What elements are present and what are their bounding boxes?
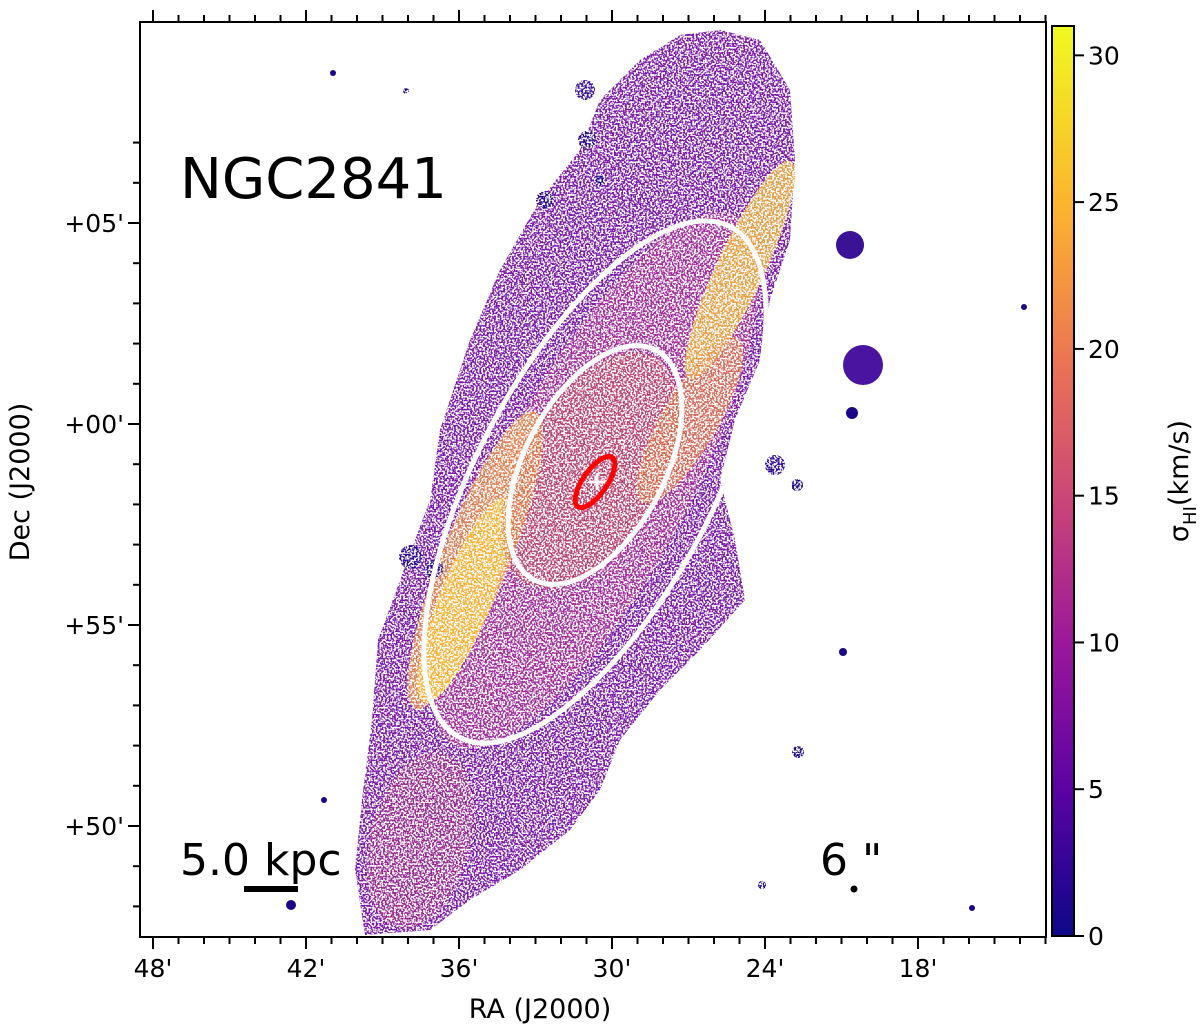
colorbar-label-unit: (km/s) [1164,420,1195,506]
x-tick-label: 48' [134,954,173,983]
colorbar-tick-label: 10 [1088,628,1120,657]
colorbar-tick-label: 20 [1088,335,1120,364]
y-tick-label: +50' [64,812,124,841]
y-axis-title: Dec (J2000) [5,403,36,562]
hi-cloud [839,648,847,656]
y-tick-label: +05' [64,209,124,238]
colorbar-tick-label: 25 [1088,188,1120,217]
hi-cloud [836,231,864,259]
x-tick-label: 36' [440,954,479,983]
core-ellipse [572,453,618,511]
colorbar-label: σHI(km/s) [1164,420,1200,542]
hi-cloud [321,797,327,803]
colorbar-label-main: σ [1164,525,1195,542]
colorbar-tick-label: 30 [1088,41,1120,70]
hi-cloud [969,905,975,911]
blanked-pixels [340,25,810,937]
colorbar-label-sub: HI [1180,506,1200,525]
colorbar-tick-label: 5 [1088,775,1104,804]
galaxy-name: NGC2841 [180,147,447,212]
hi-cloud [846,407,858,419]
outer-ellipse [421,218,769,746]
x-tick-label: 42' [287,954,326,983]
x-tick-label: 18' [899,954,938,983]
x-axis-title: RA (J2000) [469,994,611,1025]
hi-cloud [330,70,336,76]
y-tick-label: +55' [64,611,124,640]
colorbar [1051,25,1075,937]
hi-cloud [843,345,883,385]
x-tick-label: 24' [746,954,785,983]
scale-bar-label: 5.0 kpc [180,835,342,886]
colorbar-tick-label: 0 [1088,922,1104,951]
colorbar-tick-label: 15 [1088,482,1120,511]
x-tick-label: 30' [593,954,632,983]
hi-dispersion-map [286,25,1027,937]
y-tick-label: +00' [64,410,124,439]
hi-cloud [286,900,296,910]
inner-ellipse [505,343,685,587]
hi-cloud [1021,304,1027,310]
beam-marker [850,885,858,893]
beam-label: 6 " [820,835,882,886]
plot-frame [139,21,1047,938]
